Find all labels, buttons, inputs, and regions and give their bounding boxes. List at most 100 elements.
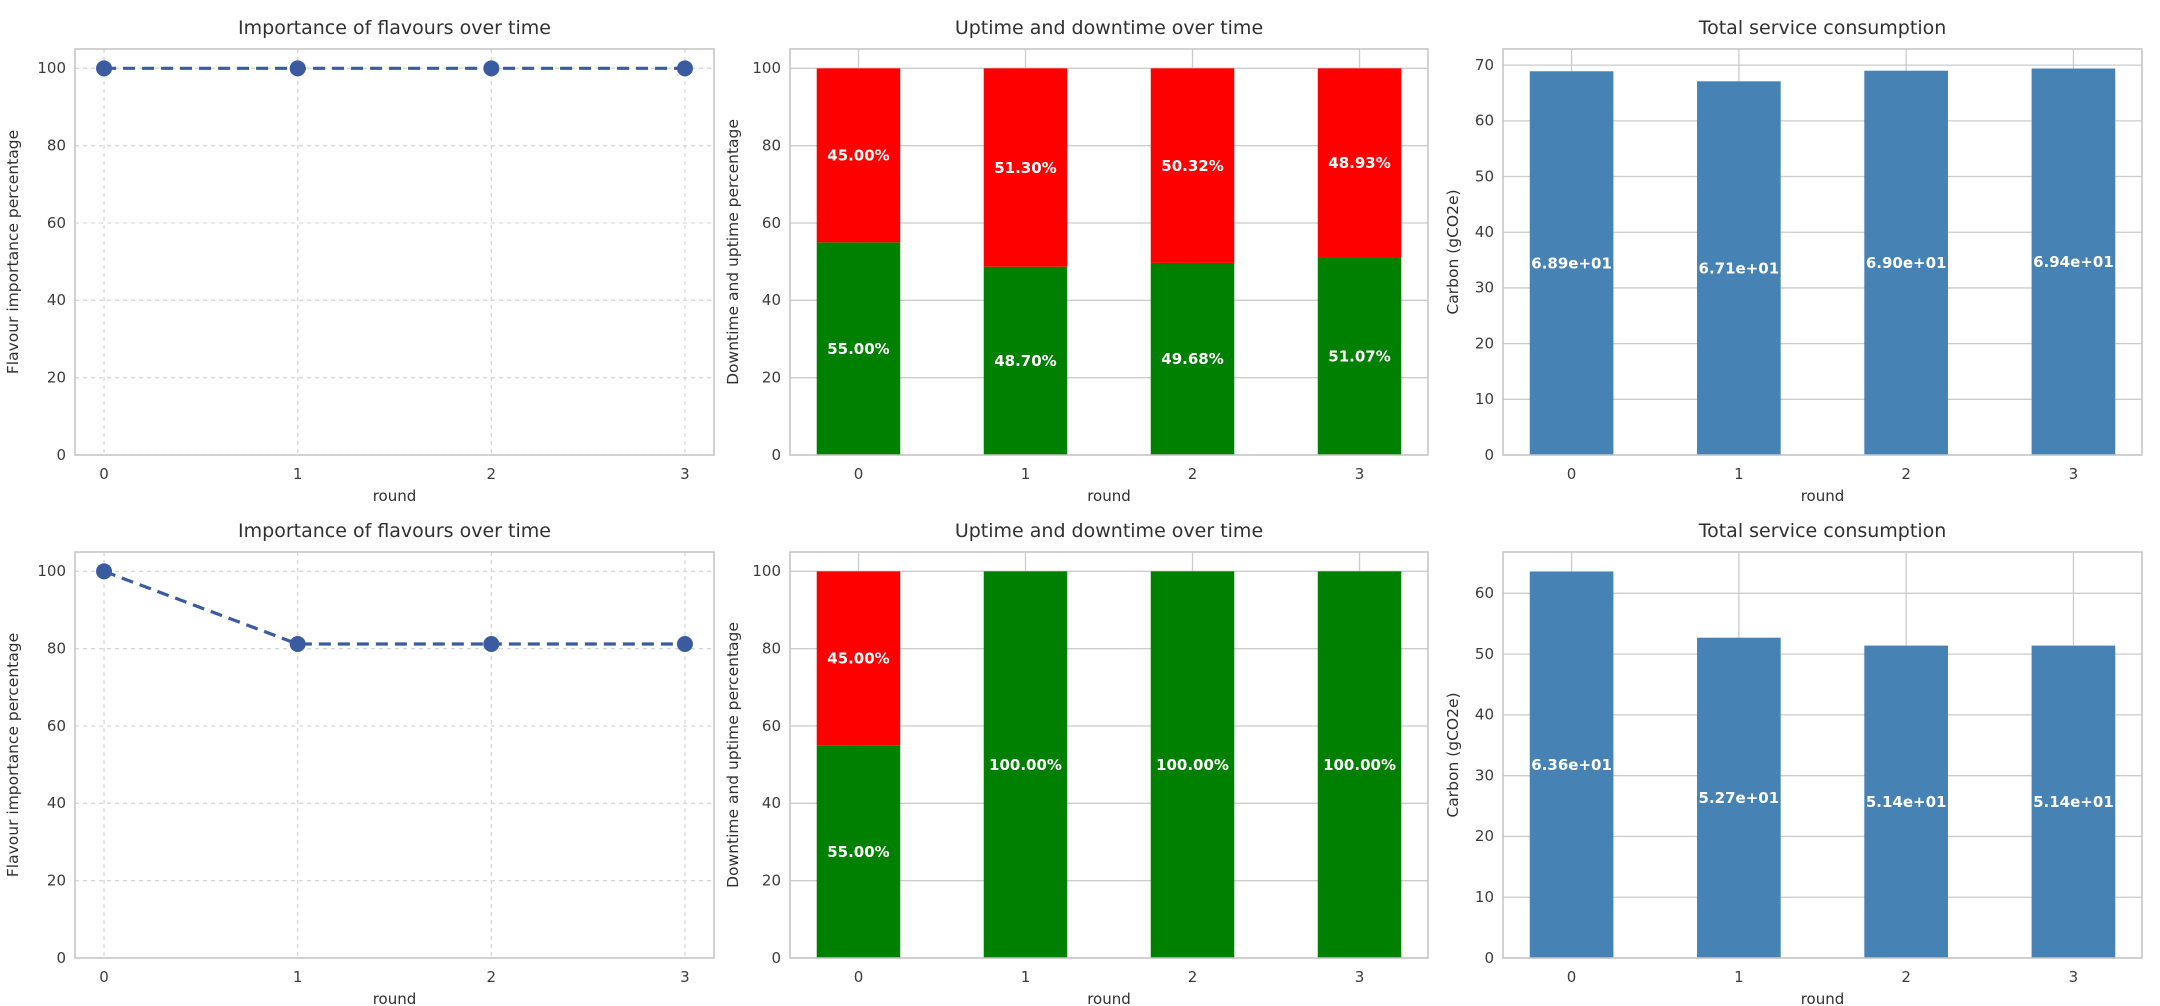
data-point-marker [676, 60, 693, 77]
axes-spines [74, 48, 715, 456]
uptime-percent-label: 100.00% [1323, 756, 1396, 774]
x-tick-label: 3 [680, 465, 690, 483]
subplot-uptime-downtime-bottom: 55.00% 100.00% 100.00% 100.00% 45.00% 0 20 40 60… [720, 503, 1440, 1006]
bar-round-2 [1864, 645, 1948, 958]
bar-round-1 [1697, 637, 1781, 958]
y-tick-label: 100 [37, 562, 66, 580]
x-axis-label: round [373, 990, 417, 1006]
x-tick-label: 2 [1188, 968, 1198, 986]
data-point-marker [96, 60, 113, 77]
downtime-segment [1150, 68, 1235, 263]
uptime-segment [1150, 262, 1235, 455]
x-tick-label: 0 [99, 465, 109, 483]
y-tick-label: 40 [762, 794, 781, 812]
x-axis-label: round [1801, 487, 1845, 503]
chart-title: Importance of flavours over time [238, 17, 551, 39]
uptime-segment [983, 266, 1068, 455]
flavour-line [103, 569, 685, 646]
uptime-percent-label: 55.00% [827, 340, 889, 358]
downtime-segment [983, 68, 1068, 267]
y-tick-label: 0 [56, 446, 66, 464]
bar-round-2 [1864, 70, 1948, 456]
y-tick-label: 60 [762, 214, 781, 232]
y-axis-label: Carbon (gCO2e) [1444, 692, 1462, 817]
x-tick-label: 1 [1021, 465, 1031, 483]
downtime-segment [816, 571, 901, 746]
data-point-marker [289, 60, 306, 77]
y-tick-label: 80 [47, 136, 66, 154]
y-tick-label: 10 [1475, 390, 1494, 408]
x-tick-label: 0 [1567, 465, 1577, 483]
y-tick-label: 40 [1475, 706, 1494, 724]
data-point-marker [96, 563, 113, 580]
y-axis-label: Flavour importance percentage [4, 130, 22, 374]
y-tick-label: 0 [771, 446, 781, 464]
y-tick-label: 20 [1475, 334, 1494, 352]
y-tick-label: 50 [1475, 645, 1494, 663]
downtime-percent-label: 51.30% [994, 159, 1056, 177]
y-tick-label: 50 [1475, 167, 1494, 185]
y-tick-label: 40 [762, 291, 781, 309]
y-tick-label: 30 [1475, 766, 1494, 784]
uptime-percent-label: 49.68% [1161, 350, 1223, 368]
x-tick-label: 0 [854, 968, 864, 986]
axes-spines [789, 551, 1429, 959]
subplot-uptime-downtime-top: 55.00% 48.70% 49.68% 51.07% 45.00% 51.30% 50.3… [720, 0, 1440, 503]
bar-round-0 [1529, 571, 1614, 958]
y-tick-label: 60 [47, 214, 66, 232]
bar-round-1 [1697, 81, 1781, 455]
x-tick-label: 3 [2069, 968, 2079, 986]
uptime-percent-label: 51.07% [1328, 348, 1390, 366]
bar-round-3 [2031, 68, 2116, 455]
uptime-percent-label: 55.00% [827, 843, 889, 861]
y-tick-label: 0 [771, 949, 781, 967]
chart-canvas: 0 20 40 60 80 100 0 1 2 3 Importance of flavours o… [4, 17, 715, 503]
x-tick-label: 1 [1734, 465, 1744, 483]
x-axis-label: round [1801, 990, 1845, 1006]
uptime-percent-label: 100.00% [1156, 756, 1229, 774]
bar-value-label: 6.94e+01 [2033, 253, 2114, 271]
downtime-segment [816, 68, 901, 243]
y-tick-label: 80 [762, 639, 781, 657]
y-axis-label: Downtime and uptime percentage [724, 119, 742, 385]
chart-title: Total service consumption [1698, 520, 1947, 542]
bar-value-label: 5.14e+01 [2033, 793, 2114, 811]
bar-value-label: 6.71e+01 [1699, 259, 1780, 277]
bar-value-label: 6.36e+01 [1531, 756, 1612, 774]
chart-canvas: 6.89e+01 6.71e+01 6.90e+01 6.94e+0101020304… [1444, 17, 2143, 503]
x-tick-label: 1 [293, 968, 303, 986]
y-tick-label: 10 [1475, 888, 1494, 906]
data-point-marker [289, 636, 306, 653]
axes-spines [1502, 551, 2143, 959]
uptime-segment [1150, 571, 1235, 958]
y-tick-label: 80 [47, 639, 66, 657]
y-tick-label: 60 [1475, 584, 1494, 602]
y-tick-label: 100 [37, 59, 66, 77]
y-axis-label: Downtime and uptime percentage [724, 622, 742, 888]
y-tick-label: 20 [47, 368, 66, 386]
subplot-flavour-importance-top: 0 20 40 60 80 100 0 1 2 3 Importance of flavours o… [0, 0, 720, 503]
y-tick-label: 0 [1484, 446, 1494, 464]
chart-canvas: 55.00%100.00% 100.00% 100.00%45.00%0204060… [724, 520, 1429, 1006]
y-tick-label: 80 [762, 136, 781, 154]
x-tick-label: 0 [1567, 968, 1577, 986]
x-tick-label: 1 [1734, 968, 1744, 986]
x-tick-label: 3 [1355, 465, 1365, 483]
y-tick-label: 20 [47, 871, 66, 889]
y-tick-label: 100 [752, 59, 781, 77]
plot-area [75, 49, 714, 455]
chart-title: Uptime and downtime over time [955, 520, 1263, 542]
bar-value-label: 5.27e+01 [1699, 789, 1780, 807]
y-tick-label: 20 [762, 368, 781, 386]
bar-round-3 [2031, 645, 2116, 958]
x-tick-label: 0 [99, 968, 109, 986]
data-point-marker [676, 636, 693, 653]
uptime-segment [1317, 257, 1402, 455]
y-tick-label: 40 [47, 291, 66, 309]
y-tick-label: 100 [752, 562, 781, 580]
chart-canvas: 55.00% 48.70% 49.68% 51.07% 45.00% 51.30% 50.3… [724, 17, 1429, 503]
uptime-segment [1317, 571, 1402, 958]
bar-round-0 [1529, 71, 1614, 455]
y-tick-label: 30 [1475, 279, 1494, 297]
